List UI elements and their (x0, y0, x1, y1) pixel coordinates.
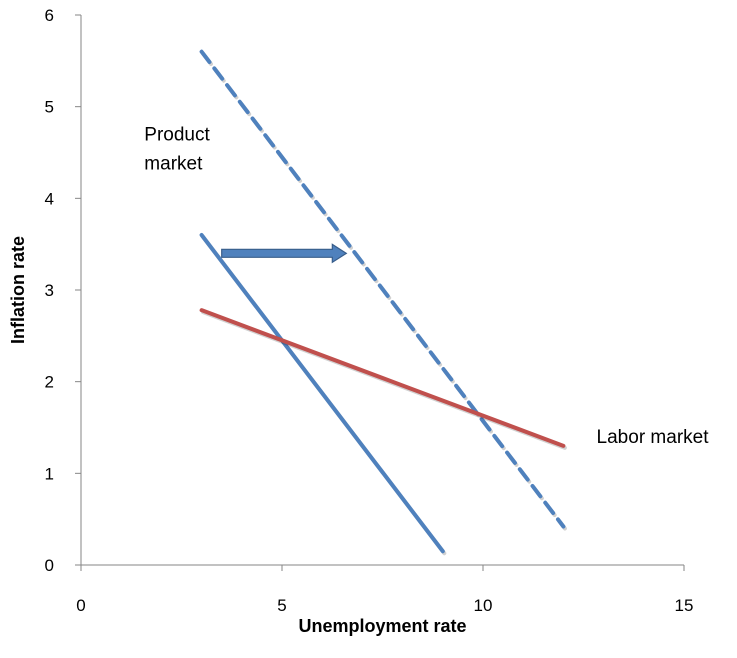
y-tick-label: 2 (45, 373, 54, 392)
x-tick-label: 10 (474, 596, 493, 615)
y-tick-label: 0 (45, 556, 54, 575)
series-group (199, 49, 567, 556)
annotation-line: market (144, 154, 203, 175)
x-tick-label: 15 (675, 596, 694, 615)
x-axis-title: Unemployment rate (298, 616, 466, 636)
y-tick-label: 1 (45, 464, 54, 483)
series-line-3 (199, 308, 566, 448)
annotation-2: Labor market (597, 427, 710, 448)
x-tick-label: 0 (76, 596, 85, 615)
series-line-2 (199, 49, 566, 529)
y-tick-label: 3 (45, 281, 54, 300)
shift-arrow-group (221, 243, 348, 264)
y-axis-title: Inflation rate (8, 236, 28, 344)
x-tick-label: 5 (277, 596, 286, 615)
shift-arrow (221, 243, 348, 264)
annotations: Product market Labor market (144, 125, 709, 449)
annotation-line: Product (144, 125, 210, 146)
y-tick-label: 4 (45, 189, 54, 208)
annotation-line: Labor market (597, 427, 710, 448)
annotation-1: Product market (144, 125, 210, 175)
tick-labels: 0 1 2 3 4 5 6 0 5 10 15 (45, 6, 694, 615)
axes (75, 14, 685, 571)
y-tick-label: 5 (45, 98, 54, 117)
y-tick-label: 6 (45, 6, 54, 25)
series-line-1 (199, 233, 445, 554)
